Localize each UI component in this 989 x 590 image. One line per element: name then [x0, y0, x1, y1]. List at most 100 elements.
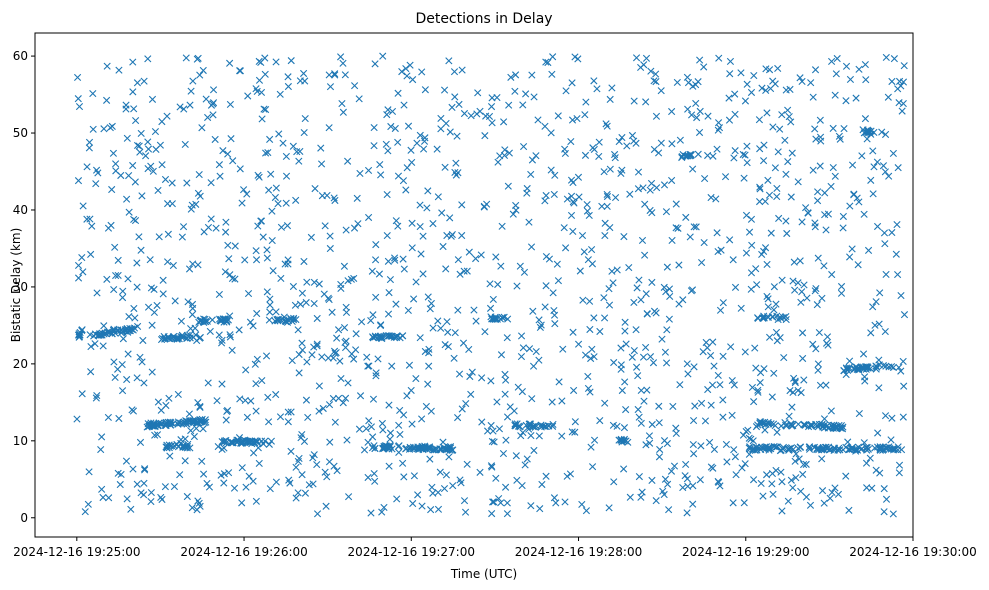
detection-point: [273, 315, 281, 324]
detection-point: [668, 107, 676, 116]
detection-point: [369, 334, 378, 342]
detection-point: [253, 438, 261, 446]
detection-point: [171, 297, 179, 305]
detection-point: [103, 62, 111, 70]
detection-point: [133, 141, 142, 150]
detection-point: [138, 358, 146, 366]
detection-point: [367, 509, 375, 517]
detection-point: [874, 429, 882, 437]
detection-point: [350, 274, 358, 283]
detection-point: [542, 191, 550, 200]
detection-point: [505, 101, 513, 109]
detection-point: [341, 338, 349, 346]
detection-point: [144, 303, 153, 311]
detection-point: [207, 179, 215, 187]
detection-point: [637, 419, 645, 427]
detection-point: [730, 154, 738, 162]
detection-point: [764, 420, 773, 428]
detection-point: [655, 419, 663, 427]
detection-point: [300, 437, 309, 445]
detection-point: [642, 98, 650, 106]
detection-point: [174, 443, 182, 451]
detection-point: [117, 470, 125, 478]
detection-point: [608, 267, 616, 275]
detection-point: [501, 370, 509, 378]
detection-point: [399, 255, 407, 263]
detection-point: [325, 124, 333, 132]
detection-point: [148, 368, 156, 376]
detection-point: [336, 357, 344, 365]
detection-point: [443, 318, 451, 326]
detection-point: [781, 136, 789, 144]
detection-point: [425, 362, 433, 370]
detection-point: [879, 162, 888, 170]
detection-point: [561, 149, 569, 158]
detection-point: [660, 490, 668, 499]
detection-point: [83, 215, 91, 223]
detection-point: [122, 105, 130, 113]
detection-point: [371, 256, 380, 264]
detection-point: [407, 386, 415, 395]
detection-point: [503, 510, 512, 518]
detection-point: [238, 199, 246, 207]
detection-point: [887, 445, 895, 453]
detection-point: [663, 439, 671, 448]
detection-point: [87, 250, 95, 258]
detection-point: [800, 460, 808, 469]
detection-point: [527, 170, 535, 179]
detection-point: [620, 424, 629, 432]
detection-point: [670, 462, 679, 470]
detection-point: [863, 443, 871, 452]
detection-point: [323, 191, 331, 200]
detection-point: [632, 54, 641, 62]
detection-point: [697, 442, 705, 450]
detection-point: [646, 186, 654, 194]
detection-point: [394, 138, 402, 146]
detection-point: [252, 256, 261, 264]
detection-point: [899, 413, 907, 421]
detection-point: [326, 244, 334, 253]
y-tick-label: 30: [13, 280, 28, 294]
detection-point: [252, 247, 260, 255]
detection-point: [266, 485, 274, 493]
detection-point: [302, 298, 310, 307]
plot-area-frame: [34, 32, 914, 538]
detection-point: [93, 391, 101, 400]
detection-point: [880, 229, 889, 237]
detection-point: [497, 499, 505, 507]
detection-point: [326, 438, 334, 446]
detection-point: [828, 57, 836, 65]
detection-point: [147, 488, 155, 497]
detection-point: [895, 99, 903, 107]
detection-point: [439, 242, 447, 251]
detection-point: [405, 361, 414, 369]
detection-point: [887, 436, 895, 444]
detection-point: [343, 436, 351, 444]
detection-point: [421, 134, 429, 142]
detection-point: [450, 68, 459, 76]
detection-point: [207, 215, 215, 223]
detection-point: [814, 254, 822, 262]
detection-point: [222, 416, 230, 424]
detection-point: [341, 394, 350, 402]
detection-point: [342, 308, 351, 317]
detection-point: [488, 437, 496, 446]
detection-point: [365, 417, 373, 425]
detection-point: [840, 124, 848, 133]
detection-point: [262, 105, 270, 114]
detection-point: [426, 305, 434, 313]
detection-point: [241, 256, 249, 264]
detection-point: [590, 314, 598, 322]
detection-point: [497, 262, 505, 270]
detection-point: [429, 489, 437, 497]
detection-point: [542, 472, 550, 480]
detection-point: [625, 263, 633, 272]
detection-point: [537, 321, 545, 329]
detection-point: [300, 128, 308, 137]
detection-point: [242, 483, 250, 491]
detection-point: [567, 192, 576, 200]
detection-point: [585, 297, 594, 305]
detection-point: [148, 321, 156, 329]
detection-point: [785, 112, 793, 121]
detection-point: [647, 179, 656, 187]
